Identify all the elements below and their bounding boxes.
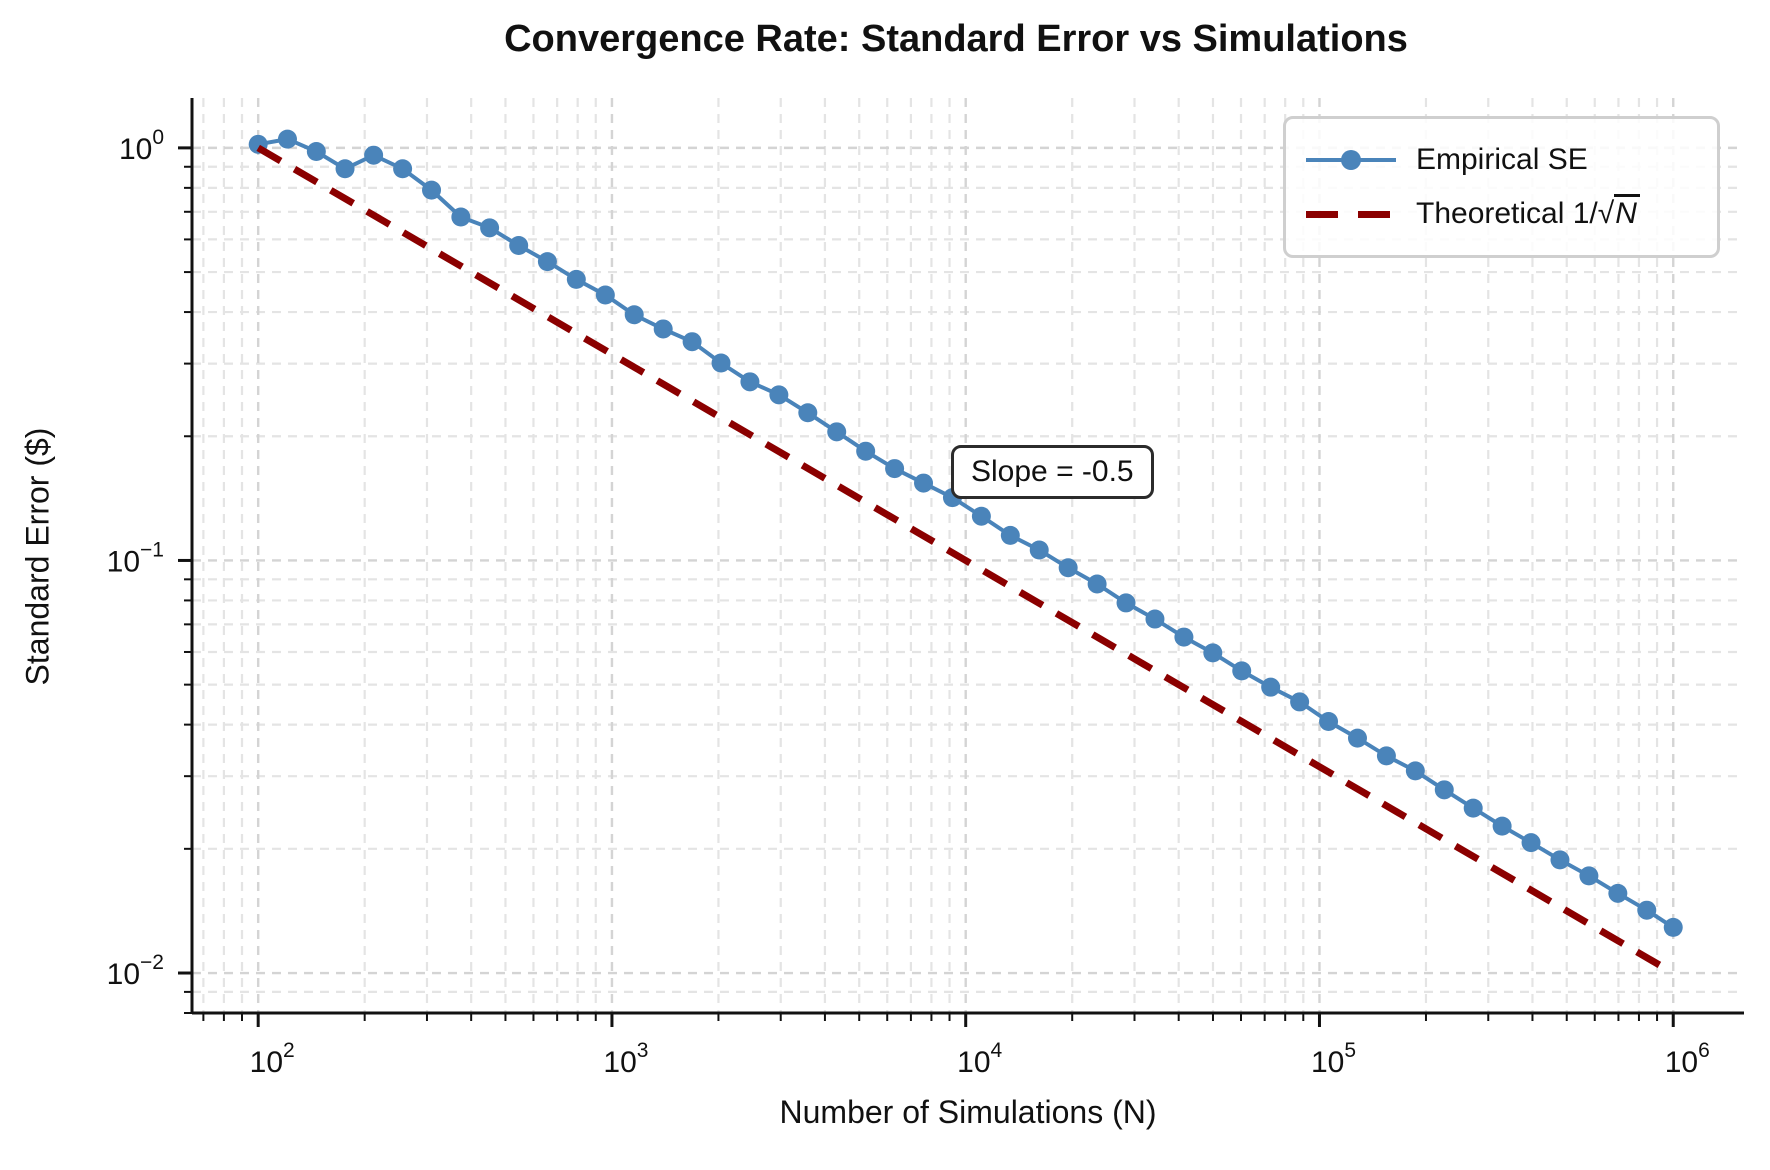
chart-title: Convergence Rate: Standard Error vs Simu…: [504, 18, 1408, 60]
slope-annotation: Slope = -0.5: [951, 445, 1154, 499]
x-tick-label: 104: [957, 1039, 1002, 1079]
series-theoretical: [256, 144, 1675, 977]
tick-labels: 102 103 104 105 106 100 10−1 10−2: [107, 126, 1710, 1079]
x-axis-label: Number of Simulations (N): [779, 1094, 1157, 1130]
series-empirical: [248, 129, 1683, 937]
legend-dash-sample: [1306, 204, 1396, 224]
legend-label-empirical: Empirical SE: [1416, 143, 1588, 176]
legend-item-theoretical: Theoretical 1/√N: [1306, 193, 1717, 235]
legend-line-marker-sample: [1306, 150, 1396, 170]
y-tick-label: 100: [119, 126, 164, 166]
legend: Empirical SE Theoretical 1/√N: [1283, 116, 1720, 258]
y-tick-label: 10−1: [107, 538, 164, 578]
legend-marker-dot: [1341, 150, 1361, 170]
legend-item-empirical: Empirical SE: [1306, 139, 1717, 181]
y-tick-label: 10−2: [107, 951, 164, 991]
x-tick-label: 105: [1311, 1039, 1356, 1079]
x-tick-label: 103: [603, 1039, 648, 1079]
x-tick-label: 106: [1665, 1039, 1710, 1079]
axes-spines: [190, 98, 1744, 1015]
legend-dash-swatch: [1306, 210, 1396, 218]
y-axis-label: Standard Error ($): [19, 427, 56, 686]
axis-ticks: [178, 146, 1675, 1027]
legend-label-theoretical: Theoretical 1/√N: [1416, 194, 1640, 231]
x-tick-label: 102: [250, 1039, 295, 1079]
